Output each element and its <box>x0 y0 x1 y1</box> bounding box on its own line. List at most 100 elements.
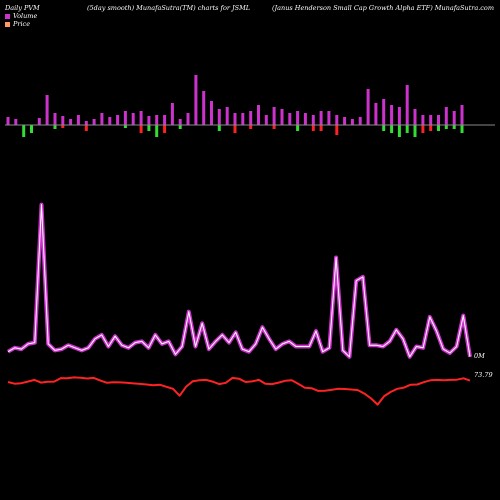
volume-bar-up <box>303 113 307 125</box>
volume-bar-up <box>272 107 276 125</box>
volume-bar-up <box>397 107 401 125</box>
volume-bar-up <box>350 119 354 125</box>
volume-bar-down <box>405 125 409 133</box>
volume-bar-down <box>53 125 57 129</box>
volume-bar-up <box>343 117 347 125</box>
volume-bar-up <box>390 105 394 125</box>
volume-bar-up <box>194 75 198 125</box>
volume-bar-up <box>69 119 73 125</box>
volume-bar-up <box>288 113 292 125</box>
legend-price-swatch <box>5 21 10 27</box>
volume-bars <box>6 75 464 137</box>
pvm-line <box>6 202 472 359</box>
volume-bar-up <box>437 115 440 125</box>
volume-bar-up <box>202 91 206 125</box>
volume-bar-down <box>382 125 386 131</box>
volume-bar-down <box>139 125 143 133</box>
volume-bar-up <box>178 119 182 125</box>
volume-bar-up <box>84 121 88 125</box>
price-series <box>7 376 471 406</box>
volume-bar-up <box>280 109 284 125</box>
volume-bar-down <box>249 125 253 129</box>
volume-bar-up <box>421 115 425 125</box>
volume-bar-up <box>14 119 18 125</box>
volume-bar-down <box>217 125 221 131</box>
volume-bar-down <box>390 125 394 133</box>
volume-bar-up <box>444 107 448 125</box>
volume-bar-up <box>139 111 143 125</box>
volume-bar-up <box>233 113 237 125</box>
volume-bar-up <box>170 103 174 125</box>
volume-bar-down <box>22 125 26 137</box>
pvm-series <box>6 202 472 359</box>
volume-bar-up <box>358 117 362 125</box>
volume-bar-up <box>6 117 10 125</box>
volume-bar-up <box>366 89 370 125</box>
chart-header-left: Daily PVM <box>5 4 40 12</box>
volume-bar-down <box>155 125 159 137</box>
volume-bar-up <box>225 107 229 125</box>
legend-price: Price <box>5 20 30 28</box>
legend-volume-swatch <box>5 13 10 19</box>
volume-bar-up <box>374 103 378 125</box>
volume-bar-down <box>61 125 65 128</box>
volume-bar-down <box>429 125 433 131</box>
volume-bar-down <box>319 125 323 131</box>
volume-bar-up <box>249 111 253 125</box>
volume-bar-down <box>163 125 167 133</box>
volume-bar-down <box>397 125 401 137</box>
volume-bar-up <box>147 116 151 125</box>
volume-bar-up <box>92 119 96 125</box>
volume-bar-up <box>382 99 386 125</box>
volume-bar-up <box>61 116 65 125</box>
volume-bar-up <box>123 111 127 125</box>
volume-bar-down <box>233 125 237 133</box>
volume-bar-up <box>155 115 159 125</box>
volume-bar-down <box>437 125 440 131</box>
volume-bar-up <box>460 105 464 125</box>
volume-bar-down <box>147 125 151 131</box>
volume-bar-up <box>413 109 417 125</box>
volume-bar-up <box>311 115 315 125</box>
volume-bar-up <box>37 118 41 125</box>
volume-bar-up <box>217 109 221 125</box>
pvm-line-core <box>7 204 471 358</box>
volume-bar-up <box>108 117 112 125</box>
volume-bar-up <box>131 113 135 125</box>
volume-bar-down <box>444 125 448 129</box>
volume-bar-up <box>116 115 120 125</box>
volume-bar-up <box>405 85 409 125</box>
legend-volume: Volume <box>5 12 37 20</box>
volume-bar-up <box>45 95 49 125</box>
legend-volume-label: Volume <box>13 12 38 20</box>
volume-bar-up <box>327 111 331 125</box>
volume-bar-up <box>319 111 323 125</box>
volume-bar-down <box>178 125 182 129</box>
legend-price-label: Price <box>13 20 31 28</box>
volume-bar-down <box>413 125 417 137</box>
price-last-value-label: 73.79 <box>474 371 493 379</box>
volume-bar-down <box>452 125 456 129</box>
volume-bar-down <box>296 125 300 131</box>
volume-bar-down <box>460 125 464 133</box>
volume-bar-up <box>163 115 167 125</box>
volume-bar-down <box>30 125 33 133</box>
volume-bar-up <box>100 113 104 125</box>
volume-bar-down <box>335 125 339 135</box>
volume-bar-up <box>210 101 213 125</box>
volume-bar-down <box>123 125 127 128</box>
volume-bar-down <box>311 125 315 131</box>
volume-bar-down <box>84 125 88 131</box>
volume-bar-up <box>76 115 80 125</box>
price-line <box>7 376 471 406</box>
chart-header-right: (Janus Henderson Small Cap Growth Alpha … <box>272 4 494 12</box>
volume-bar-up <box>296 111 300 125</box>
volume-bar-down <box>272 125 276 129</box>
volume-bar-down <box>421 125 425 133</box>
volume-bar-up <box>335 115 339 125</box>
volume-bar-up <box>186 113 190 125</box>
volume-bar-up <box>264 115 268 125</box>
volume-bar-up <box>257 105 260 125</box>
volume-bar-up <box>241 113 245 125</box>
